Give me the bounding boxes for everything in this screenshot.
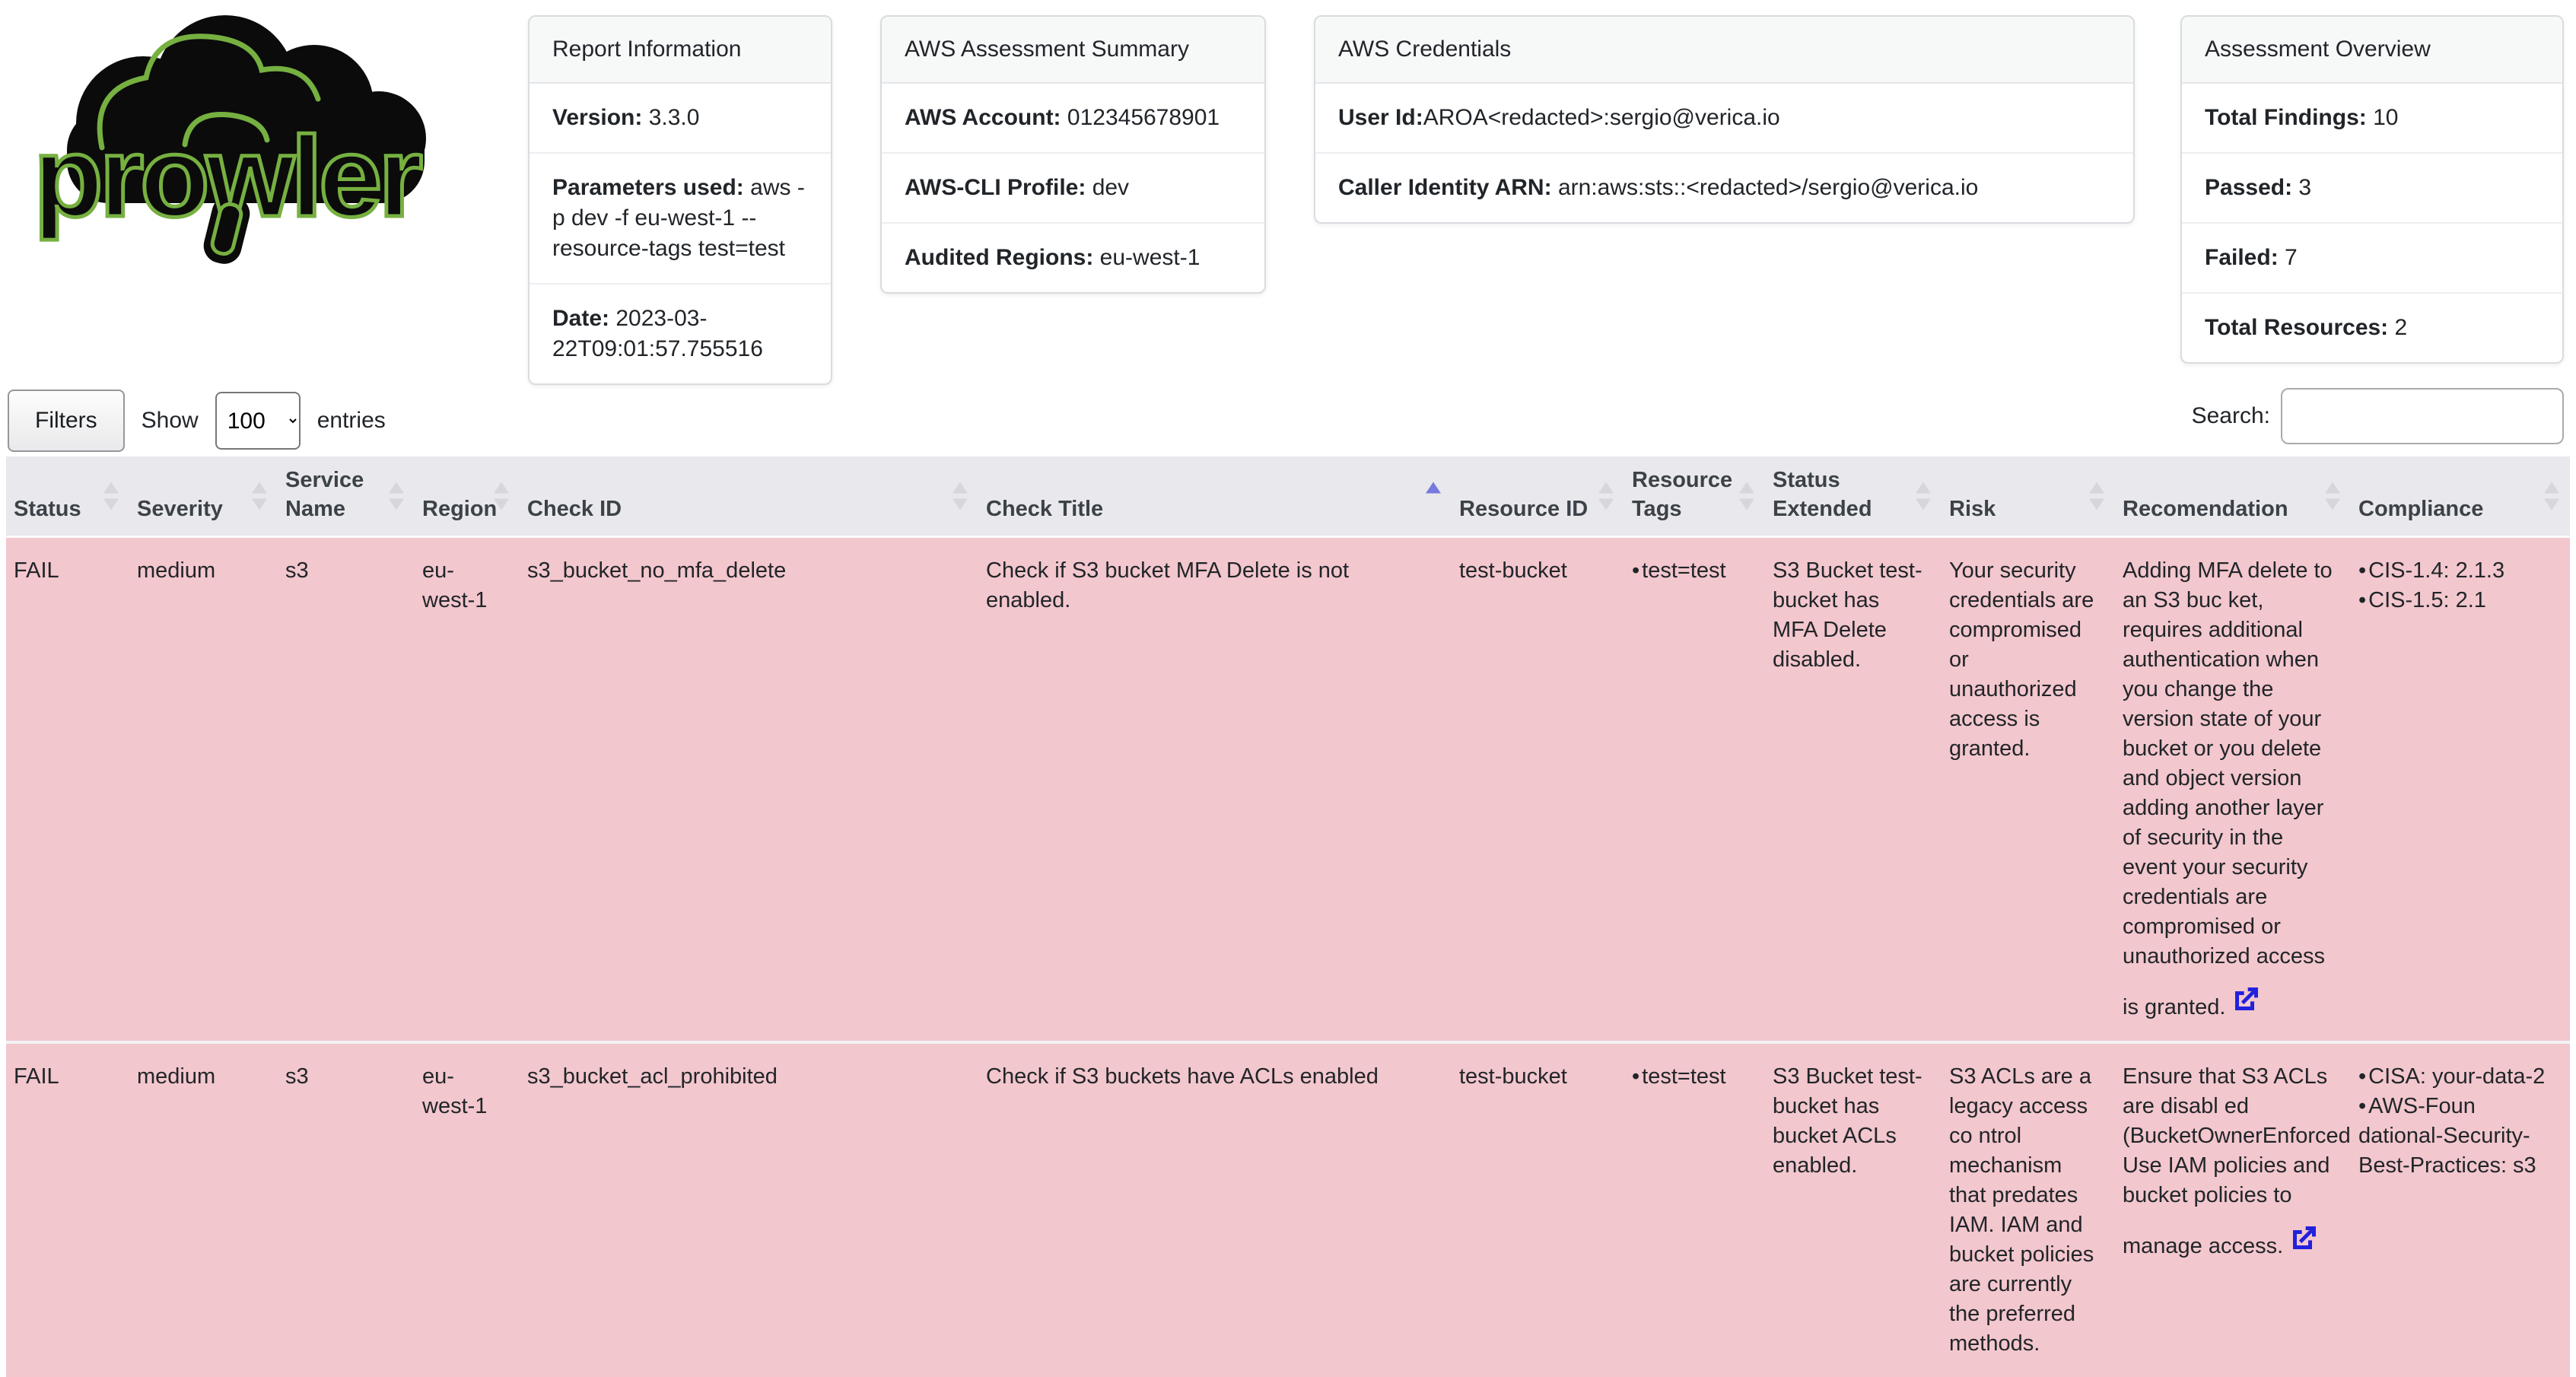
column-header-status-extended[interactable]: Status Extended	[1765, 456, 1942, 538]
search-label: Search:	[2191, 403, 2270, 428]
sort-icon	[2544, 482, 2559, 510]
card-aws-assessment-summary: AWS Assessment Summary AWS Account: 0123…	[880, 15, 1266, 294]
card-title: AWS Credentials	[1315, 17, 2133, 84]
column-header-risk[interactable]: Risk	[1942, 456, 2115, 538]
cell-compliance: CIS-1.4: 2.1.3 CIS-1.5: 2.1	[2351, 538, 2570, 1041]
cell-service-name: s3	[278, 1041, 415, 1377]
external-link-icon[interactable]	[2289, 1223, 2320, 1261]
logo-cloud-outline	[97, 33, 321, 151]
sort-icon	[1598, 482, 1614, 510]
findings-table: Status Severity Service Name Region Chec…	[6, 456, 2570, 1377]
cell-service-name: s3	[278, 538, 415, 1041]
table-header-row: Status Severity Service Name Region Chec…	[6, 456, 2570, 538]
report-version-row: Version: 3.3.0	[530, 84, 831, 154]
card-assessment-overview: Assessment Overview Total Findings: 10 P…	[2180, 15, 2564, 364]
cell-check-id: s3_bucket_no_mfa_delete	[520, 538, 978, 1041]
sort-icon	[103, 482, 119, 510]
column-header-compliance[interactable]: Compliance	[2351, 456, 2570, 538]
table-row: FAIL medium s3 eu-west-1 s3_bucket_no_mf…	[6, 538, 2570, 1041]
sort-icon	[1916, 482, 1931, 510]
cell-severity: medium	[129, 538, 278, 1041]
cell-risk: Your security credentials are compromise…	[1942, 538, 2115, 1041]
entries-select[interactable]: 100	[215, 392, 301, 450]
show-label: Show	[141, 408, 199, 433]
cell-check-id: s3_bucket_acl_prohibited	[520, 1041, 978, 1377]
entries-label: entries	[316, 408, 386, 433]
caller-identity-arn-row: Caller Identity ARN: arn:aws:sts::<redac…	[1338, 175, 1979, 200]
sort-icon	[252, 482, 267, 510]
sort-icon	[389, 482, 404, 510]
cell-recommendation: Adding MFA delete to an S3 buc ket, requ…	[2115, 538, 2351, 1041]
card-title: Assessment Overview	[2182, 17, 2562, 84]
cell-region: eu-west-1	[415, 538, 520, 1041]
table-toolbar-left: Filters Show 100 entries	[8, 390, 386, 452]
cell-check-title: Check if S3 buckets have ACLs enabled	[978, 1041, 1452, 1377]
user-id-row: User Id:AROA<redacted>:sergio@verica.io	[1315, 84, 2133, 154]
external-link-icon[interactable]	[2231, 984, 2262, 1022]
card-title: AWS Assessment Summary	[882, 17, 1264, 84]
card-title: Report Information	[530, 17, 831, 84]
cell-risk: S3 ACLs are a legacy access co ntrol mec…	[1942, 1041, 2115, 1377]
logo-cloud-inner-line	[182, 111, 270, 148]
total-findings-row: Total Findings: 10	[2182, 84, 2562, 154]
audited-regions-row: Audited Regions: eu-west-1	[905, 245, 1201, 270]
cell-region: eu-west-1	[415, 1041, 520, 1377]
cell-status-extended: S3 Bucket test-bucket has MFA Delete dis…	[1765, 538, 1942, 1041]
card-report-information: Report Information Version: 3.3.0 Parame…	[528, 15, 832, 385]
cell-status-extended: S3 Bucket test-bucket has bucket ACLs en…	[1765, 1041, 1942, 1377]
column-header-resource-tags[interactable]: Resource Tags	[1624, 456, 1765, 538]
cell-resource-id: test-bucket	[1452, 1041, 1624, 1377]
column-header-service-name[interactable]: Service Name	[278, 456, 415, 538]
cell-severity: medium	[129, 1041, 278, 1377]
table-toolbar-right: Search:	[2192, 388, 2564, 444]
column-header-region[interactable]: Region	[415, 456, 520, 538]
sort-icon	[2089, 482, 2104, 510]
cell-status: FAIL	[6, 538, 129, 1041]
column-header-severity[interactable]: Severity	[129, 456, 278, 538]
column-header-status[interactable]: Status	[6, 456, 129, 538]
sort-icon	[494, 482, 509, 510]
cell-status: FAIL	[6, 1041, 129, 1377]
logo-magnifier-handle	[210, 202, 243, 256]
cell-check-title: Check if S3 bucket MFA Delete is not ena…	[978, 538, 1452, 1041]
search-input[interactable]	[2281, 388, 2564, 444]
column-header-check-title[interactable]: Check Title	[978, 456, 1452, 538]
passed-row: Passed: 3	[2182, 154, 2562, 224]
sort-icon	[2325, 482, 2340, 510]
failed-row: Failed: 7	[2182, 224, 2562, 294]
table-row: FAIL medium s3 eu-west-1 s3_bucket_acl_p…	[6, 1041, 2570, 1377]
cell-resource-id: test-bucket	[1452, 538, 1624, 1041]
sort-icon	[952, 482, 968, 510]
cell-resource-tags: test=test	[1624, 538, 1765, 1041]
card-aws-credentials: AWS Credentials User Id:AROA<redacted>:s…	[1314, 15, 2135, 224]
prowler-logo: prowler	[21, 9, 487, 269]
filters-button[interactable]: Filters	[8, 390, 125, 452]
sort-icon	[1739, 482, 1754, 510]
aws-account-row: AWS Account: 012345678901	[882, 84, 1264, 154]
column-header-check-id[interactable]: Check ID	[520, 456, 978, 538]
aws-cli-profile-row: AWS-CLI Profile: dev	[882, 154, 1264, 224]
sort-asc-icon	[1426, 482, 1441, 510]
logo-cloud	[67, 15, 426, 203]
cell-recommendation: Ensure that S3 ACLs are disabl ed (Bucke…	[2115, 1041, 2351, 1377]
cell-compliance: CISA: your-data-2 AWS-Foun dational-Secu…	[2351, 1041, 2570, 1377]
total-resources-row: Total Resources: 2	[2205, 315, 2408, 340]
column-header-recomendation[interactable]: Recomendation	[2115, 456, 2351, 538]
report-parameters-row: Parameters used: aws -p dev -f eu-west-1…	[530, 154, 831, 285]
cell-resource-tags: test=test	[1624, 1041, 1765, 1377]
column-header-resource-id[interactable]: Resource ID	[1452, 456, 1624, 538]
report-date-row: Date: 2023-03-22T09:01:57.755516	[552, 306, 763, 361]
